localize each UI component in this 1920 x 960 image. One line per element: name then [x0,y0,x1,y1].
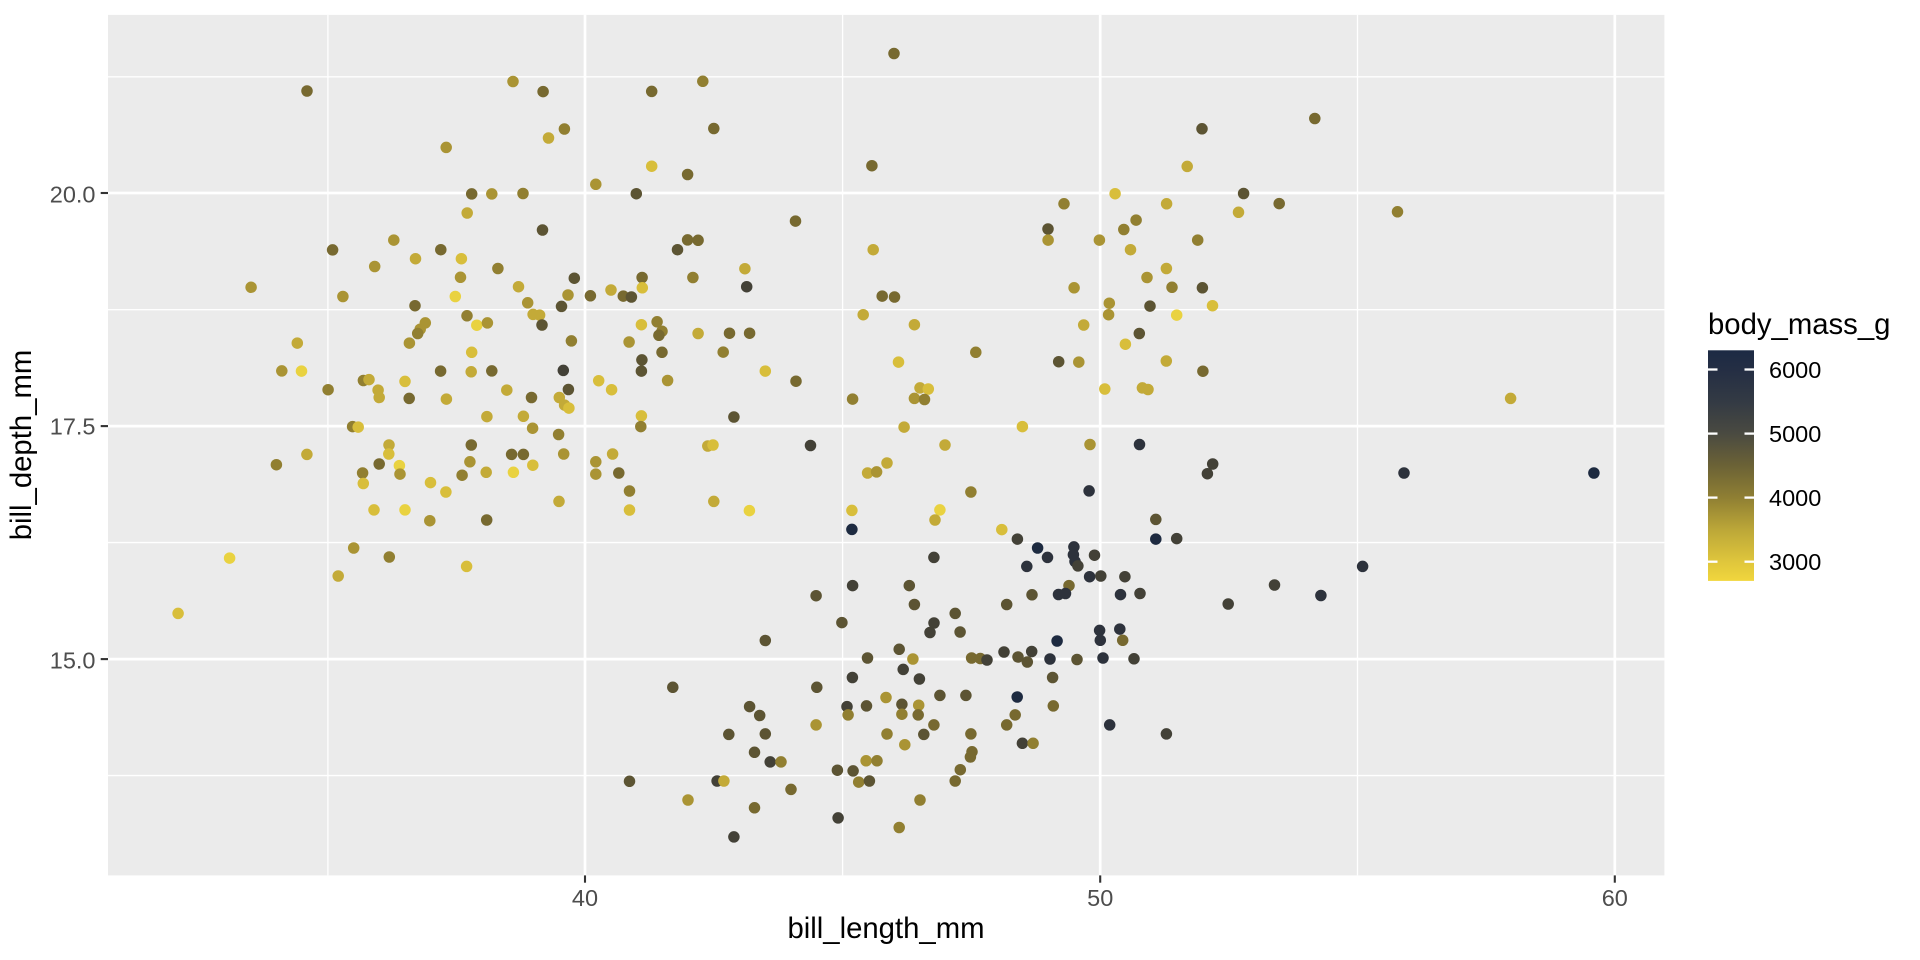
svg-text:17.5: 17.5 [50,413,96,439]
svg-text:body_mass_g: body_mass_g [1708,308,1890,341]
svg-text:40: 40 [572,885,598,911]
svg-text:6000: 6000 [1769,357,1821,383]
svg-text:bill_length_mm: bill_length_mm [787,912,984,945]
svg-text:60: 60 [1602,885,1628,911]
svg-text:50: 50 [1087,885,1113,911]
svg-text:bill_depth_mm: bill_depth_mm [5,350,38,541]
svg-text:4000: 4000 [1769,485,1821,511]
svg-text:20.0: 20.0 [50,182,96,208]
svg-text:15.0: 15.0 [50,648,96,674]
svg-text:3000: 3000 [1769,549,1821,575]
svg-text:5000: 5000 [1769,421,1821,447]
